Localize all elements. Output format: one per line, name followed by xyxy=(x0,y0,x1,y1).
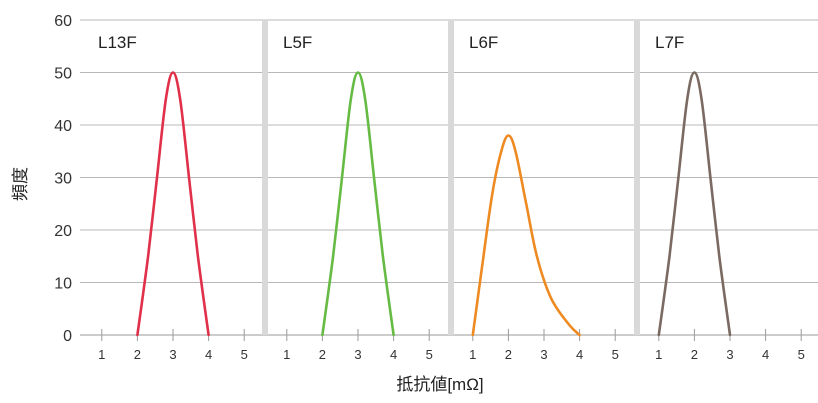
x-tick-label: 5 xyxy=(798,347,805,362)
x-tick-label: 5 xyxy=(612,347,619,362)
x-tick-label: 2 xyxy=(691,347,698,362)
y-tick-label: 0 xyxy=(63,328,72,345)
y-tick-label: 40 xyxy=(54,118,72,135)
series-line-l6f xyxy=(471,134,581,337)
x-tick-label: 1 xyxy=(98,347,105,362)
label-layer: 0 10 20 30 40 50 60 1 2 3 4 5 L13F 1 2 3 4 5 L5F 1 2 3 4 5 L6F 1 2… xyxy=(54,13,805,362)
y-tick-label: 10 xyxy=(54,276,72,293)
x-axis-label: 抵抗値[mΩ] xyxy=(396,375,483,394)
panel-separator xyxy=(262,20,268,335)
x-tick-label: 5 xyxy=(241,347,248,362)
x-tick-label: 4 xyxy=(576,347,583,362)
x-tick-label: 1 xyxy=(469,347,476,362)
y-tick-label: 30 xyxy=(54,171,72,188)
x-tick-label: 5 xyxy=(426,347,433,362)
x-tick-label: 3 xyxy=(354,347,361,362)
x-tick-label: 3 xyxy=(169,347,176,362)
y-tick-label: 60 xyxy=(54,13,72,30)
x-tick-label: 3 xyxy=(726,347,733,362)
series-line-l7f xyxy=(657,71,732,337)
panel-label-l5f: L5F xyxy=(283,33,312,52)
x-tick-label: 1 xyxy=(283,347,290,362)
series-layer xyxy=(136,71,732,337)
series-line-l5f xyxy=(321,71,395,337)
y-tick-label: 50 xyxy=(54,66,72,83)
panel-label-l7f: L7F xyxy=(655,33,684,52)
x-tick-label: 1 xyxy=(655,347,662,362)
y-axis-label: 頻度 xyxy=(11,167,30,201)
panel-label-l13f: L13F xyxy=(98,33,137,52)
panel-label-l6f: L6F xyxy=(469,33,498,52)
x-tick-label: 2 xyxy=(505,347,512,362)
panel-separator xyxy=(448,20,454,335)
y-tick-label: 20 xyxy=(54,223,72,240)
x-tick-label: 4 xyxy=(390,347,397,362)
x-tick-label: 2 xyxy=(134,347,141,362)
panel-separators xyxy=(262,20,640,335)
x-tick-label: 4 xyxy=(205,347,212,362)
x-tick-label: 3 xyxy=(540,347,547,362)
panel-separator xyxy=(634,20,640,335)
x-tick-label: 2 xyxy=(319,347,326,362)
x-tick-label: 4 xyxy=(762,347,769,362)
series-line-l13f xyxy=(136,71,210,337)
